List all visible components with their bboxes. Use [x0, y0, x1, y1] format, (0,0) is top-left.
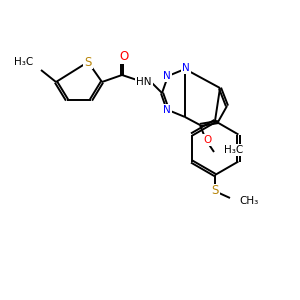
Text: N: N — [163, 105, 171, 115]
Text: H₃C: H₃C — [224, 145, 243, 155]
Text: HN: HN — [136, 77, 152, 87]
Text: S: S — [84, 56, 92, 68]
Text: O: O — [203, 135, 211, 145]
Text: S: S — [211, 184, 219, 197]
Text: O: O — [119, 50, 129, 64]
Text: N: N — [163, 71, 171, 81]
Text: N: N — [182, 63, 190, 73]
Text: CH₃: CH₃ — [239, 196, 258, 206]
Text: H₃C: H₃C — [14, 57, 33, 67]
